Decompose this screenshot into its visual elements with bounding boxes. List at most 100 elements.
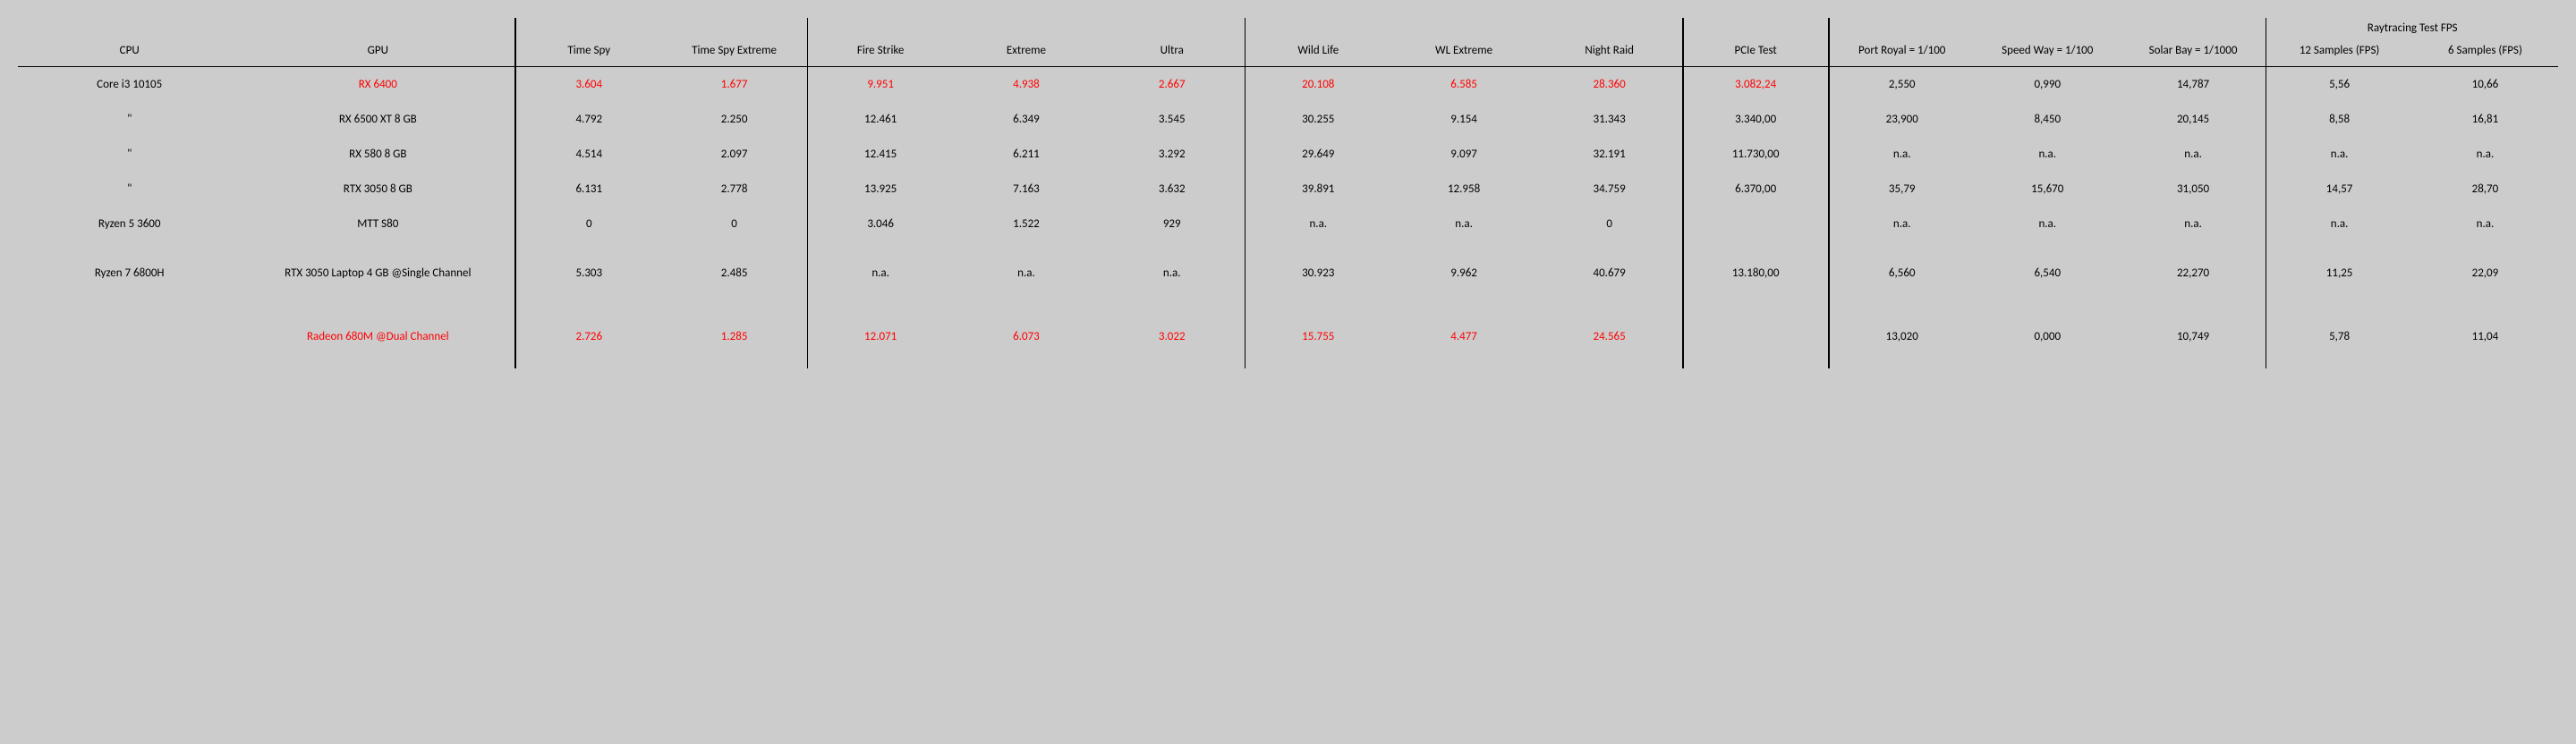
cell-value: 0 (1537, 207, 1683, 241)
cell-value: 2.097 (661, 137, 807, 172)
cell-value: 11.730,00 (1683, 137, 1829, 172)
cell-value: n.a. (807, 241, 953, 305)
cell-value: n.a. (953, 241, 1099, 305)
cell-value: 3.604 (515, 67, 661, 103)
cell-value: 10,66 (2412, 67, 2558, 103)
cell-value: 9.154 (1391, 102, 1537, 137)
cell-value: 4.514 (515, 137, 661, 172)
cell-value: 3.022 (1099, 305, 1245, 368)
cell-value: 6,540 (1975, 241, 2121, 305)
cell-value: 20.108 (1245, 67, 1391, 103)
cell-cpu: Ryzen 5 3600 (18, 207, 241, 241)
table-body: Core i3 10105RX 64003.6041.6779.9514.938… (18, 67, 2558, 369)
col-ultra: Ultra (1099, 35, 1245, 67)
cell-value: 6.370,00 (1683, 172, 1829, 207)
cell-value: 6.073 (953, 305, 1099, 368)
cell-value: 6.211 (953, 137, 1099, 172)
cell-value: n.a. (1975, 207, 2121, 241)
col-night-raid: Night Raid (1537, 35, 1683, 67)
cell-value: 3.292 (1099, 137, 1245, 172)
cell-value: 1.522 (953, 207, 1099, 241)
cell-value: 40.679 (1537, 241, 1683, 305)
benchmark-table: Raytracing Test FPS CPU GPU Time Spy Tim… (18, 18, 2558, 368)
cell-value: n.a. (1975, 137, 2121, 172)
cell-value (1683, 305, 1829, 368)
col-pcie-test: PCIe Test (1683, 35, 1829, 67)
cell-value: 2.726 (515, 305, 661, 368)
col-port-royal: Port Royal = 1/100 (1829, 35, 1975, 67)
cell-value: 3.545 (1099, 102, 1245, 137)
cell-value: 14,787 (2121, 67, 2266, 103)
cell-value: 3.046 (807, 207, 953, 241)
cell-value: 0,000 (1975, 305, 2121, 368)
cell-value: 2.667 (1099, 67, 1245, 103)
cell-value: n.a. (1099, 241, 1245, 305)
table-header-row: CPU GPU Time Spy Time Spy Extreme Fire S… (18, 35, 2558, 67)
cell-value: 12.415 (807, 137, 953, 172)
cell-gpu: Radeon 680M @Dual Channel (241, 305, 515, 368)
cell-cpu: " (18, 172, 241, 207)
cell-gpu: RX 6500 XT 8 GB (241, 102, 515, 137)
cell-value: n.a. (1829, 137, 1975, 172)
col-gpu: GPU (241, 35, 515, 67)
cell-value: 12.071 (807, 305, 953, 368)
cell-value: 34.759 (1537, 172, 1683, 207)
cell-value: 8,58 (2266, 102, 2412, 137)
col-time-spy-extreme: Time Spy Extreme (661, 35, 807, 67)
cell-value: 4.477 (1391, 305, 1537, 368)
cell-value: 31.343 (1537, 102, 1683, 137)
cell-value: 15,670 (1975, 172, 2121, 207)
cell-value: 5.303 (515, 241, 661, 305)
cell-value: 32.191 (1537, 137, 1683, 172)
cell-value: 35,79 (1829, 172, 1975, 207)
cell-gpu: MTT S80 (241, 207, 515, 241)
col-speed-way: Speed Way = 1/100 (1975, 35, 2121, 67)
cell-value: 39.891 (1245, 172, 1391, 207)
cell-value: 24.565 (1537, 305, 1683, 368)
cell-value: n.a. (1829, 207, 1975, 241)
cell-value: 5,78 (2266, 305, 2412, 368)
col-extreme: Extreme (953, 35, 1099, 67)
cell-cpu: Core i3 10105 (18, 67, 241, 103)
cell-value: 3.632 (1099, 172, 1245, 207)
cell-value: 30.923 (1245, 241, 1391, 305)
cell-value: 2.250 (661, 102, 807, 137)
cell-value: 13,020 (1829, 305, 1975, 368)
cell-value: 13.925 (807, 172, 953, 207)
cell-value: 12.958 (1391, 172, 1537, 207)
col-time-spy: Time Spy (515, 35, 661, 67)
col-wild-life: Wild Life (1245, 35, 1391, 67)
col-solar-bay: Solar Bay = 1/1000 (2121, 35, 2266, 67)
cell-value: 3.340,00 (1683, 102, 1829, 137)
cell-value: n.a. (1391, 207, 1537, 241)
cell-cpu: Ryzen 7 6800H (18, 241, 241, 305)
cell-value: 20,145 (2121, 102, 2266, 137)
cell-value: 9.951 (807, 67, 953, 103)
cell-value: 9.962 (1391, 241, 1537, 305)
cell-value: 1.677 (661, 67, 807, 103)
cell-cpu: " (18, 102, 241, 137)
cell-value: 15.755 (1245, 305, 1391, 368)
cell-value: 14,57 (2266, 172, 2412, 207)
cell-value: 28,70 (2412, 172, 2558, 207)
cell-value: n.a. (2412, 137, 2558, 172)
cell-value: 13.180,00 (1683, 241, 1829, 305)
cell-value: 6,560 (1829, 241, 1975, 305)
cell-cpu: " (18, 137, 241, 172)
table-row: "RTX 3050 8 GB6.1312.77813.9257.1633.632… (18, 172, 2558, 207)
cell-value: 10,749 (2121, 305, 2266, 368)
cell-value: 0 (661, 207, 807, 241)
cell-value: 30.255 (1245, 102, 1391, 137)
cell-value: 29.649 (1245, 137, 1391, 172)
cell-value: 929 (1099, 207, 1245, 241)
cell-value: 4.938 (953, 67, 1099, 103)
cell-value: 22,09 (2412, 241, 2558, 305)
cell-value: 12.461 (807, 102, 953, 137)
cell-gpu: RX 580 8 GB (241, 137, 515, 172)
table-row: "RX 580 8 GB4.5142.09712.4156.2113.29229… (18, 137, 2558, 172)
table-row: Ryzen 5 3600MTT S80003.0461.522929n.a.n.… (18, 207, 2558, 241)
cell-value: 0 (515, 207, 661, 241)
cell-value: 4.792 (515, 102, 661, 137)
cell-value: 22,270 (2121, 241, 2266, 305)
cell-value: 6.131 (515, 172, 661, 207)
